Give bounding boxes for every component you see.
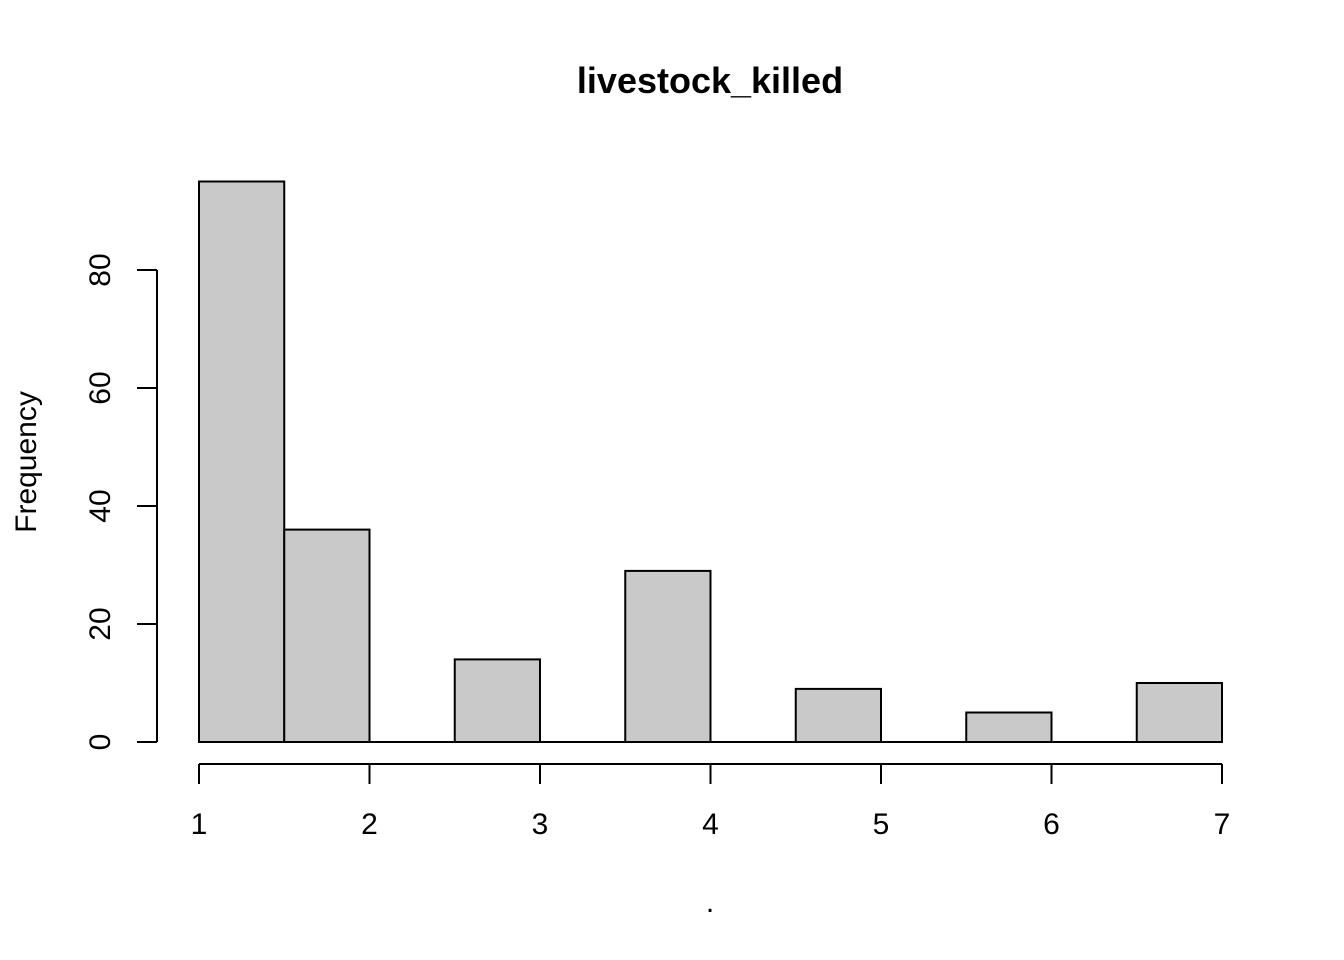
histogram-bar bbox=[198, 180, 286, 743]
x-tick-label: 5 bbox=[873, 808, 890, 841]
histogram-bar bbox=[283, 528, 371, 743]
histogram-bar bbox=[794, 687, 882, 744]
y-axis: 0 20 40 60 80 bbox=[84, 253, 158, 751]
bars-group bbox=[198, 180, 1223, 744]
y-tick-label: 0 bbox=[84, 734, 117, 751]
x-axis-label: . bbox=[706, 886, 714, 919]
histogram-bar bbox=[453, 658, 541, 744]
x-axis: 1 2 3 4 5 6 7 bbox=[191, 763, 1231, 841]
x-tick-label: 6 bbox=[1043, 808, 1060, 841]
y-tick-label: 40 bbox=[84, 489, 117, 522]
chart-title: livestock_killed bbox=[577, 60, 843, 101]
x-tick-label: 7 bbox=[1214, 808, 1231, 841]
x-tick-label: 2 bbox=[361, 808, 378, 841]
histogram-bar bbox=[624, 569, 712, 744]
y-tick-label: 20 bbox=[84, 607, 117, 640]
x-tick-label: 3 bbox=[532, 808, 549, 841]
y-axis-label: Frequency bbox=[10, 391, 43, 533]
y-tick-label: 80 bbox=[84, 253, 117, 286]
x-tick-label: 4 bbox=[702, 808, 719, 841]
histogram-bar bbox=[965, 711, 1053, 743]
x-tick-label: 1 bbox=[191, 808, 208, 841]
y-tick-label: 60 bbox=[84, 371, 117, 404]
histogram-bar bbox=[1135, 682, 1223, 743]
